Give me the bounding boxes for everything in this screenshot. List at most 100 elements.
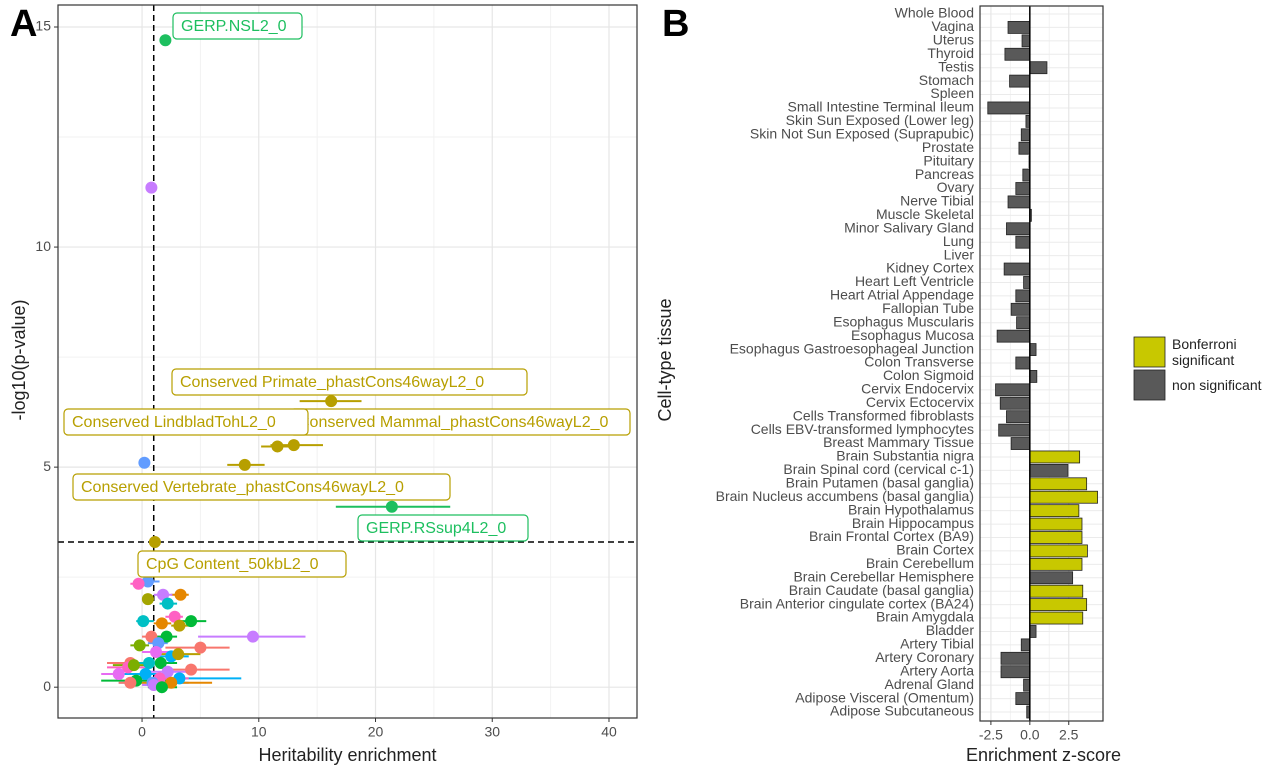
point (271, 440, 284, 453)
y-tick-label: Ovary (937, 179, 974, 195)
label-box (357, 514, 529, 542)
bar (1029, 625, 1037, 638)
bar (1015, 182, 1031, 195)
panel-letter: B (662, 3, 689, 45)
point (155, 681, 168, 694)
panel-border (57, 4, 638, 719)
y-tick-label: Adipose Visceral (Omentum) (795, 689, 974, 705)
point (137, 615, 150, 628)
bar (1015, 692, 1031, 705)
y-tick-label: Brain Amygdala (876, 609, 974, 625)
bar (995, 383, 1031, 397)
bar (1003, 262, 1031, 276)
point (154, 656, 167, 669)
y-tick-label: Esophagus Gastroesophageal Junction (730, 340, 974, 356)
bar (1015, 289, 1031, 303)
y-tick-label: Colon Sigmoid (883, 367, 974, 383)
bar (1010, 302, 1031, 316)
y-tick-label: Brain Anterior cingulate cortex (BA24) (740, 595, 974, 611)
y-tick-label: Pancreas (915, 166, 974, 182)
x-axis-title: Heritability enrichment (258, 745, 436, 765)
bar (1000, 665, 1031, 679)
point (138, 456, 151, 469)
y-tick-label: Heart Atrial Appendage (830, 287, 974, 303)
point (385, 500, 398, 513)
bar (1006, 222, 1031, 236)
point-label: Conserved Vertebrate_phastCons46wayL2_0 (81, 479, 404, 496)
y-tick-label: Artery Tibial (900, 636, 974, 652)
bar (1006, 410, 1031, 424)
y-tick-label: Brain Hippocampus (852, 515, 974, 531)
x-axis-title: Enrichment z-score (966, 745, 1121, 765)
bar (1029, 598, 1088, 612)
bar (1010, 437, 1031, 450)
y-tick-label: Brain Substantia nigra (836, 448, 974, 464)
bar (1029, 611, 1084, 625)
panel-letter: A (10, 3, 37, 45)
point (185, 615, 198, 628)
y-tick-label: Whole Blood (895, 5, 974, 21)
point (194, 641, 207, 654)
x-tick-label: 0 (138, 724, 146, 740)
bar (1022, 168, 1031, 182)
bar (1029, 517, 1083, 531)
point (143, 656, 156, 669)
y-tick-label: Artery Coronary (875, 649, 974, 665)
point (133, 639, 146, 652)
label-box (72, 473, 451, 501)
point (127, 659, 140, 672)
legend-label: non significant (1172, 377, 1262, 393)
point-label: CpG Content_50kbL2_0 (146, 556, 319, 573)
x-tick-label: 20 (368, 724, 384, 740)
x-tick-label: 40 (601, 724, 617, 740)
y-axis-title: -log10(p-value) (9, 299, 29, 420)
legend-key (1133, 336, 1166, 368)
y-tick-label: Brain Cerebellar Hemisphere (793, 568, 974, 584)
y-tick-label: Lung (943, 233, 974, 249)
point (172, 648, 185, 661)
y-tick-label: Brain Putamen (basal ganglia) (786, 475, 974, 491)
point (246, 630, 259, 643)
bar (1015, 235, 1031, 249)
y-axis-title: Cell-type tissue (655, 298, 675, 421)
y-tick-label: Heart Left Ventricle (855, 273, 974, 289)
point (173, 619, 186, 632)
bar (1020, 638, 1031, 652)
bar (1029, 571, 1074, 585)
y-tick-label: Skin Sun Exposed (Lower leg) (786, 112, 974, 128)
bar (987, 101, 1031, 115)
point (141, 575, 154, 588)
point (157, 588, 170, 601)
point (124, 676, 137, 689)
y-tick-label: Brain Frontal Cortex (BA9) (809, 528, 974, 544)
y-tick-label: Esophagus Muscularis (833, 313, 974, 329)
y-tick-label: Colon Transverse (864, 354, 974, 370)
point (325, 395, 338, 408)
x-tick-label: 0.0 (1020, 727, 1040, 743)
legend-label: Bonferroni significant (1172, 336, 1237, 368)
bar (1007, 195, 1031, 209)
point (155, 617, 168, 630)
y-tick-label: 0 (43, 678, 51, 694)
point (185, 663, 198, 676)
panel-border (979, 5, 1104, 722)
bar (1029, 504, 1080, 518)
y-tick-label: Muscle Skeletal (876, 206, 974, 222)
y-tick-label: Nerve Tibial (900, 193, 974, 209)
y-tick-label: Stomach (919, 72, 974, 88)
y-tick-label: Vagina (931, 18, 974, 34)
point (148, 535, 161, 548)
point (238, 458, 251, 471)
y-tick-label: Kidney Cortex (886, 260, 974, 276)
y-tick-label: Liver (944, 246, 975, 262)
point (174, 588, 187, 601)
y-tick-label: Adipose Subcutaneous (830, 703, 974, 719)
point-label: GERP.RSsup4L2_0 (366, 520, 506, 537)
label-box (63, 408, 309, 436)
bar (1029, 463, 1069, 477)
bar (1029, 343, 1037, 356)
point (287, 439, 300, 452)
bar (1023, 276, 1031, 289)
y-tick-label: Brain Spinal cord (cervical c-1) (783, 461, 974, 477)
